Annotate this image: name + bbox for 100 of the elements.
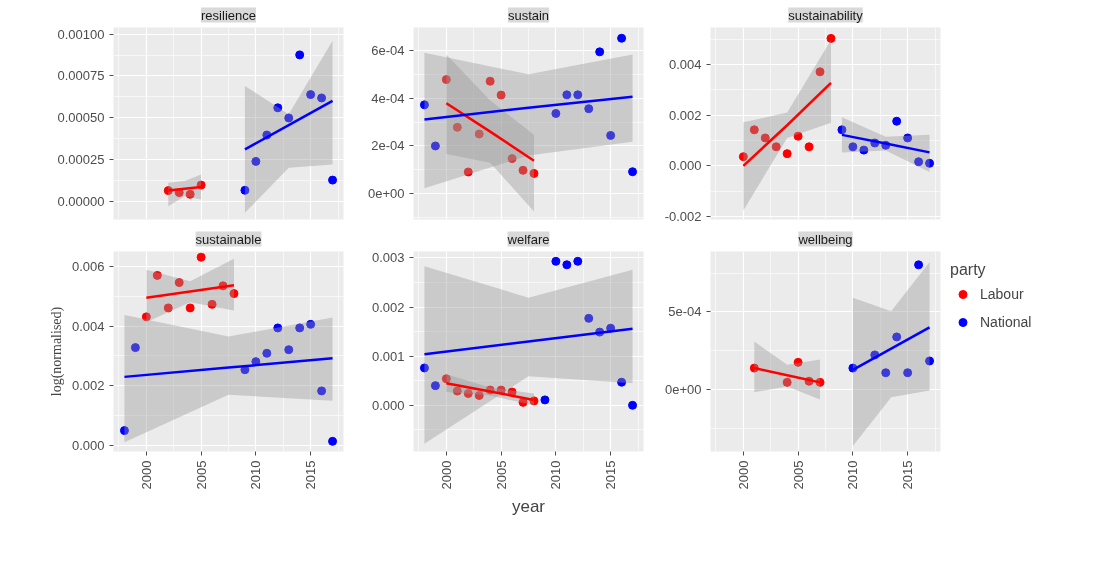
point bbox=[837, 125, 847, 135]
point bbox=[771, 142, 781, 152]
y-tick-label: 0.00025 bbox=[57, 151, 105, 167]
legend-label: National bbox=[980, 314, 1032, 330]
point bbox=[474, 129, 484, 139]
x-tick-label: 2010 bbox=[845, 460, 861, 490]
point bbox=[892, 332, 902, 342]
point bbox=[595, 47, 605, 57]
point bbox=[914, 260, 924, 270]
chart-title: welfare bbox=[506, 231, 550, 247]
point bbox=[826, 33, 836, 43]
point bbox=[859, 145, 869, 155]
point bbox=[174, 278, 184, 288]
y-tick-label: 0.004 bbox=[668, 56, 702, 72]
y-tick-label: 0.00100 bbox=[57, 26, 105, 42]
y-tick-label: 0.006 bbox=[71, 258, 105, 274]
point bbox=[295, 323, 305, 333]
point bbox=[141, 312, 151, 322]
point bbox=[119, 426, 129, 436]
chart-title: wellbeing bbox=[797, 231, 853, 247]
point bbox=[452, 386, 462, 396]
point bbox=[793, 131, 803, 141]
x-tick-label: 2010 bbox=[548, 460, 564, 490]
point bbox=[306, 319, 316, 329]
point bbox=[328, 436, 338, 446]
point bbox=[262, 348, 272, 358]
y-tick-label: 6e-04 bbox=[371, 42, 405, 58]
point bbox=[628, 167, 638, 177]
point bbox=[760, 133, 770, 143]
y-tick-label: 2e-04 bbox=[371, 138, 405, 154]
point bbox=[518, 397, 528, 407]
point bbox=[229, 289, 239, 299]
point bbox=[562, 90, 572, 100]
point bbox=[496, 90, 506, 100]
point bbox=[529, 168, 539, 178]
point bbox=[617, 33, 627, 43]
point bbox=[485, 76, 495, 86]
x-tick-label: 2000 bbox=[735, 460, 751, 490]
point bbox=[518, 165, 528, 175]
point bbox=[628, 400, 638, 410]
point bbox=[793, 357, 803, 367]
point bbox=[317, 386, 327, 396]
point bbox=[584, 313, 594, 323]
point bbox=[419, 100, 429, 110]
point bbox=[782, 377, 792, 387]
x-tick-label: 2005 bbox=[193, 460, 209, 490]
point bbox=[925, 356, 935, 366]
x-tick-label: 2015 bbox=[900, 460, 916, 490]
point bbox=[551, 108, 561, 118]
point bbox=[573, 90, 583, 100]
y-tick-label: 0.004 bbox=[71, 318, 105, 334]
y-tick-label: 0.00050 bbox=[57, 110, 105, 126]
point bbox=[284, 113, 294, 123]
y-tick-label: 0.002 bbox=[71, 378, 105, 394]
point bbox=[441, 374, 451, 384]
point bbox=[507, 154, 517, 164]
point bbox=[273, 103, 283, 113]
point bbox=[430, 141, 440, 151]
point bbox=[914, 157, 924, 167]
y-tick-label: 0.000 bbox=[371, 397, 405, 413]
legend-title: party bbox=[950, 261, 987, 279]
point bbox=[130, 343, 140, 353]
y-tick-label: 4e-04 bbox=[371, 90, 405, 106]
point bbox=[273, 323, 283, 333]
y-tick-label: 5e-04 bbox=[668, 304, 702, 320]
legend-label: Labour bbox=[980, 286, 1024, 302]
chart-title: sustainability bbox=[788, 7, 864, 23]
point bbox=[474, 390, 484, 400]
point bbox=[163, 303, 173, 313]
point bbox=[441, 75, 451, 85]
point bbox=[185, 303, 195, 313]
point bbox=[903, 368, 913, 378]
point bbox=[284, 345, 294, 355]
point bbox=[573, 256, 583, 266]
point bbox=[617, 377, 627, 387]
point bbox=[606, 130, 616, 140]
y-tick-label: -0.002 bbox=[664, 208, 702, 224]
point bbox=[152, 270, 162, 280]
x-tick-label: 2005 bbox=[493, 460, 509, 490]
point bbox=[892, 116, 902, 126]
x-tick-label: 2015 bbox=[603, 460, 619, 490]
chart-title: resilience bbox=[201, 7, 256, 23]
point bbox=[317, 93, 327, 103]
point bbox=[848, 142, 858, 152]
y-axis-title: log(normalised) bbox=[48, 306, 65, 397]
point bbox=[903, 133, 913, 143]
y-tick-label: 0e+00 bbox=[664, 381, 702, 397]
point bbox=[240, 185, 250, 195]
point bbox=[584, 104, 594, 114]
point bbox=[782, 149, 792, 159]
x-tick-label: 2005 bbox=[790, 460, 806, 490]
y-tick-label: 0.000 bbox=[71, 438, 105, 454]
y-tick-label: 0.00000 bbox=[57, 193, 105, 209]
point bbox=[295, 50, 305, 60]
point bbox=[463, 167, 473, 177]
point bbox=[749, 125, 759, 135]
point bbox=[207, 299, 217, 309]
point bbox=[562, 260, 572, 270]
y-tick-label: 0.00075 bbox=[57, 68, 105, 84]
y-tick-label: 0.002 bbox=[371, 299, 405, 315]
